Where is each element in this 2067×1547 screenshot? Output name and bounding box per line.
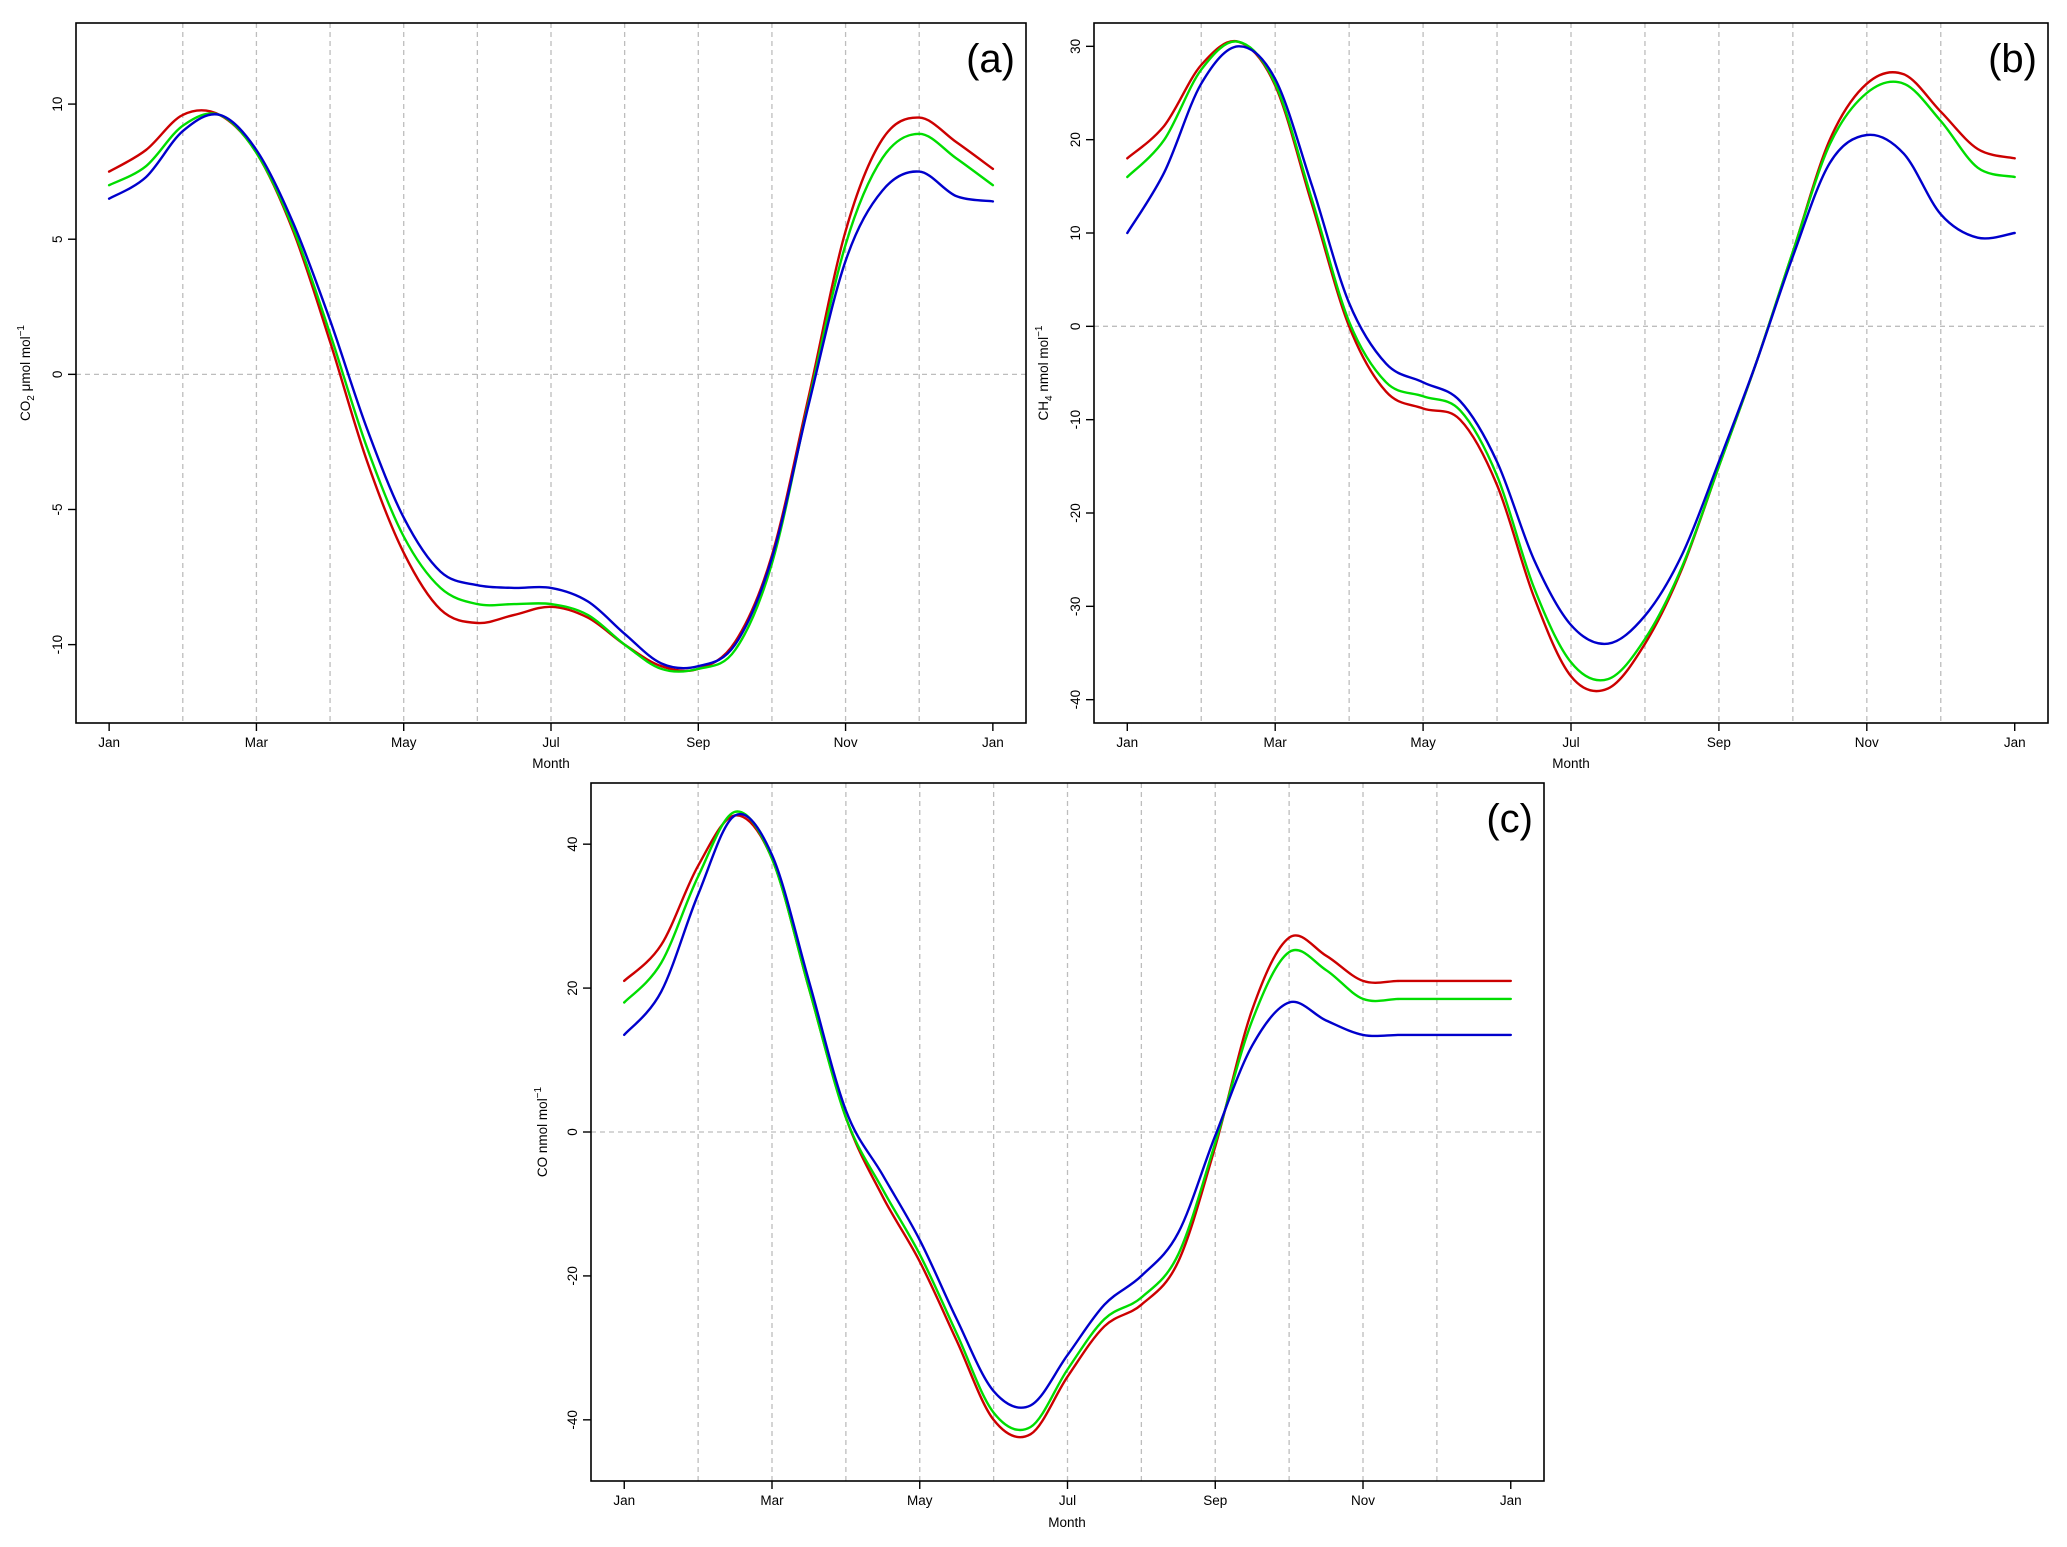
chart-panel-b: Jan Mar May Jul Sep Nov Jan -40 -30 -20 -10 0 10 20 30…	[1034, 22, 2049, 771]
x-tick-label: Mar	[1264, 735, 1288, 750]
x-axis-label: Month	[1048, 1515, 1086, 1530]
series-lines	[107, 109, 995, 673]
y-tick-label: -10	[50, 635, 65, 655]
y-axis-label-sup: −1	[533, 1086, 544, 1098]
x-tick-label: Mar	[760, 1493, 784, 1508]
y-tick-label: 10	[50, 97, 65, 112]
x-tick-label: Sep	[1707, 735, 1731, 750]
chart-panel-c: Jan Mar May Jul Sep Nov Jan -40 -20 0 20 40 (c) Mon…	[533, 782, 1545, 1530]
y-tick-label: -40	[1068, 690, 1083, 710]
y-axis-label-sub: 4	[1044, 395, 1055, 401]
series-line-2	[1126, 40, 2016, 682]
y-axis-label: CH4 nmol mol−1	[1034, 325, 1055, 420]
x-tick-label: Sep	[686, 735, 710, 750]
x-tick-label: Jan	[2004, 735, 2026, 750]
series-line-2	[623, 810, 1512, 1432]
y-tick-label: -20	[1068, 503, 1083, 523]
y-axis-label-main: CO	[18, 401, 33, 421]
y-axis-label-main: CH	[1036, 401, 1051, 421]
x-tick-label: Nov	[834, 735, 858, 750]
gridlines	[591, 783, 1544, 1481]
y-tick-label: 0	[50, 371, 65, 379]
x-tick-label: Nov	[1351, 1493, 1375, 1508]
y-axis-label-rest: μmol mol	[18, 336, 33, 395]
y-tick-label: -20	[565, 1266, 580, 1286]
x-tick-label: Jan	[98, 735, 120, 750]
series-line-3	[107, 113, 995, 670]
y-tick-label: -5	[50, 503, 65, 515]
y-tick-label: 0	[565, 1128, 580, 1136]
gridlines	[76, 23, 1026, 723]
x-tick-label: Sep	[1203, 1493, 1227, 1508]
y-tick-label: 20	[1068, 132, 1083, 147]
x-tick-label: Jan	[982, 735, 1004, 750]
y-tick-label: 10	[1068, 225, 1083, 240]
x-tick-label: May	[907, 1493, 933, 1508]
y-tick-label: -30	[1068, 597, 1083, 617]
y-tick-label: 20	[565, 981, 580, 996]
chart-panel-a: Jan Mar May Jul Sep Nov Jan -10 -5 0 5 10 (a) Month…	[16, 22, 1027, 771]
series-lines	[1126, 39, 2016, 693]
panel-label: (b)	[1988, 37, 2037, 81]
y-tick-label: -40	[565, 1410, 580, 1430]
y-tick-label: 40	[565, 837, 580, 852]
axis-ticks: Jan Mar May Jul Sep Nov Jan -40 -30 -20 -10 0 10 20 30	[1068, 39, 2026, 750]
y-axis-label-sup: −1	[1034, 325, 1045, 337]
panel-label: (c)	[1486, 797, 1533, 841]
y-tick-label: 0	[1068, 323, 1083, 331]
series-line-2	[107, 112, 995, 673]
y-axis-label-main: CO nmol mol	[535, 1098, 550, 1177]
x-tick-label: Jul	[1059, 1493, 1076, 1508]
y-tick-label: 30	[1068, 39, 1083, 54]
x-axis-label: Month	[532, 756, 570, 771]
axis-ticks: Jan Mar May Jul Sep Nov Jan -40 -20 0 20 40	[565, 837, 1522, 1508]
axis-ticks: Jan Mar May Jul Sep Nov Jan -10 -5 0 5 10	[50, 97, 1004, 750]
panel-label: (a)	[966, 37, 1015, 81]
x-tick-label: Jan	[1116, 735, 1138, 750]
series-lines	[623, 810, 1512, 1439]
series-line-3	[1126, 45, 2016, 646]
y-axis-label-sub: 2	[26, 395, 37, 401]
x-tick-label: Jul	[1562, 735, 1579, 750]
y-axis-label: CO2 μmol mol−1	[16, 325, 37, 421]
x-tick-label: Jul	[542, 735, 559, 750]
y-tick-label: -10	[1068, 410, 1083, 430]
y-axis-label-rest: nmol mol	[1036, 337, 1051, 396]
gridlines	[1094, 23, 2048, 723]
y-axis-label: CO nmol mol−1	[533, 1086, 550, 1177]
series-line-3	[623, 812, 1512, 1409]
x-tick-label: May	[391, 735, 417, 750]
x-tick-label: Jan	[613, 1493, 635, 1508]
x-tick-label: Jan	[1500, 1493, 1522, 1508]
y-tick-label: 5	[50, 235, 65, 243]
x-axis-label: Month	[1552, 756, 1590, 771]
y-axis-label-sup: −1	[16, 325, 27, 337]
x-tick-label: May	[1410, 735, 1436, 750]
x-tick-label: Nov	[1855, 735, 1879, 750]
x-tick-label: Mar	[245, 735, 269, 750]
